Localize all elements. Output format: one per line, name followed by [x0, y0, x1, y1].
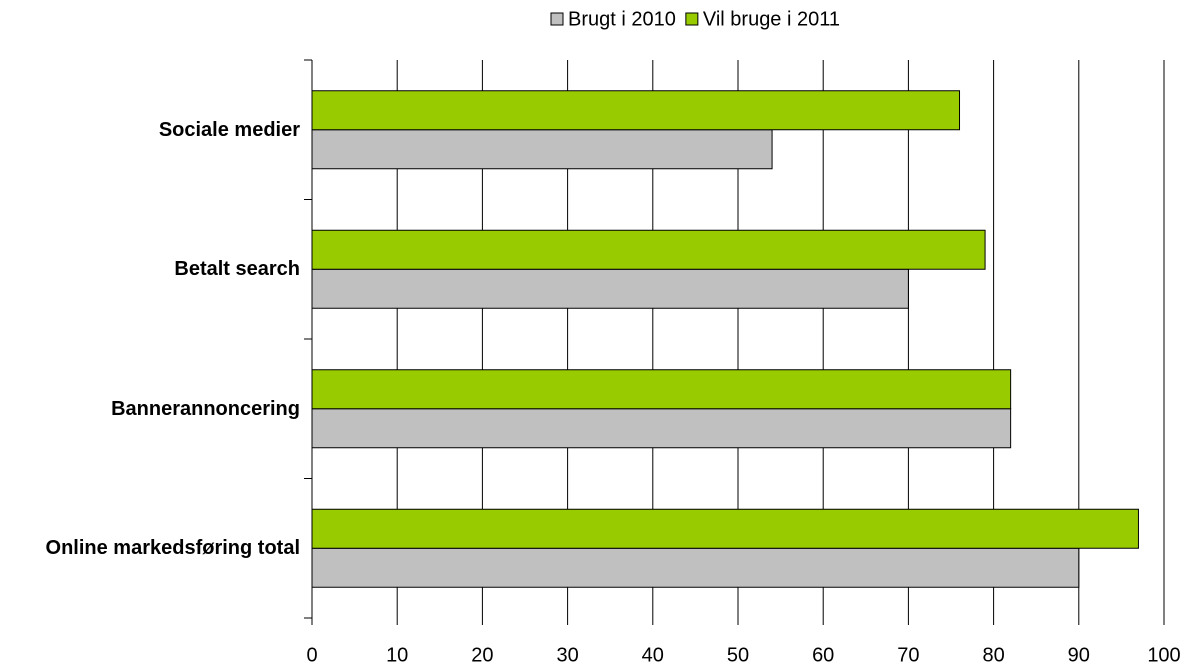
x-tick-label: 90: [1068, 644, 1090, 666]
x-tick-label: 70: [897, 644, 919, 666]
y-tick-label: Betalt search: [174, 258, 300, 281]
y-tick-label: Online markedsføring total: [45, 537, 300, 560]
bar: [311, 547, 1080, 588]
x-tick-label: 0: [306, 644, 317, 666]
bar: [311, 508, 1139, 549]
y-tick-label-box: Betalt search: [10, 253, 300, 285]
bar: [311, 369, 1012, 410]
x-tick-label: 100: [1147, 644, 1180, 666]
x-tick-label: 40: [642, 644, 664, 666]
bar: [311, 90, 961, 131]
x-tick-label: 20: [471, 644, 493, 666]
x-tick-label: 80: [982, 644, 1004, 666]
bar: [311, 268, 909, 309]
legend-label: Brugt i 2010: [568, 8, 676, 30]
bar: [311, 408, 1012, 449]
x-tick-label: 60: [812, 644, 834, 666]
y-tick-label: Sociale medier: [158, 118, 300, 141]
legend-swatch: [685, 12, 699, 26]
legend-label: Vil bruge i 2011: [703, 8, 840, 30]
y-tick-label-box: Bannerannoncering: [10, 393, 300, 425]
legend-swatch: [550, 12, 564, 26]
bar: [311, 129, 773, 170]
y-tick-label-box: Online markedsføring total: [10, 532, 300, 564]
x-tick-label: 50: [727, 644, 749, 666]
x-tick-label: 30: [556, 644, 578, 666]
x-tick-label: 10: [386, 644, 408, 666]
y-tick-label: Bannerannoncering: [111, 397, 300, 420]
y-tick-label-box: Sociale medier: [10, 114, 300, 146]
bar: [311, 229, 986, 270]
